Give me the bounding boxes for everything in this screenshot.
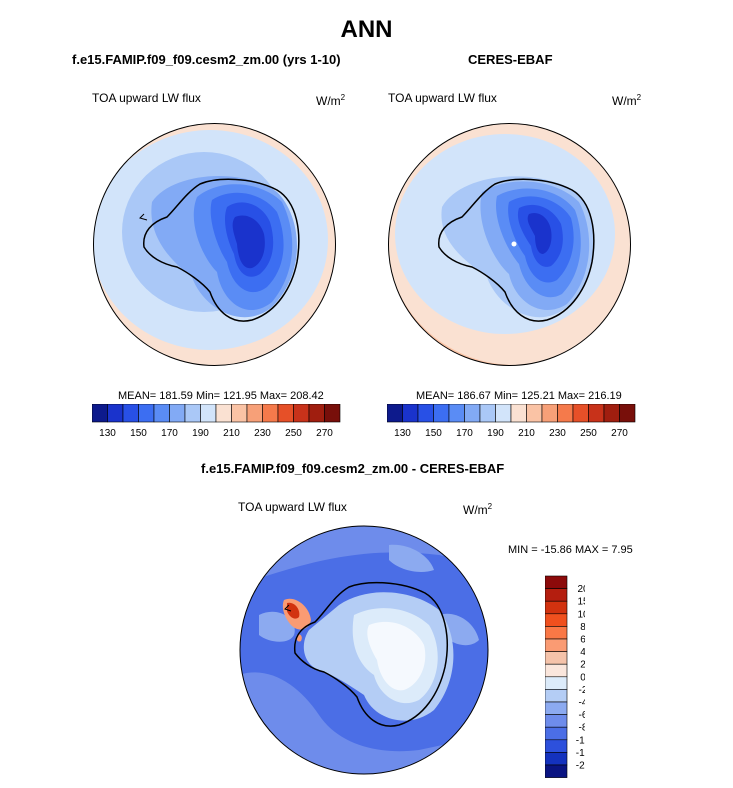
panel1-colorbar-tick-label: 210 (223, 428, 240, 439)
panel2-stats: MEAN= 186.67 Min= 125.21 Max= 216.19 (416, 390, 622, 402)
diff-colorbar-swatch (545, 575, 568, 589)
panel2-colorbar-swatch (495, 404, 512, 423)
diff-colorbar-tick-label: 20 (577, 584, 585, 595)
panel1-colorbar-tick-label: 190 (192, 428, 209, 439)
diff-stats: MIN = -15.86 MAX = 7.95 (508, 544, 633, 556)
panel1-colorbar-swatch (92, 404, 108, 423)
panel1-colorbar-swatch (122, 404, 139, 423)
panel2-colorbar-tick-label: 150 (425, 428, 442, 439)
panel1-colorbar-tick-label: 250 (285, 428, 302, 439)
panel1-colorbar-swatch (324, 404, 341, 423)
diff-colorbar-swatch (545, 726, 568, 741)
panel2-colorbar-tick-label: 270 (611, 428, 628, 439)
diff-colorbar-swatch (545, 701, 568, 715)
diff-colorbar: 20 1510 8 64 20 -2 -4-6 -8-10 -15 -20 (545, 575, 585, 778)
panel1-colorbar-swatch (169, 404, 186, 423)
panel2-colorbar: 130 150 170 190 210 230 250 270 (387, 404, 636, 439)
diff-colorbar-tick-label: 10 (577, 609, 585, 620)
diff-colorbar-swatch (545, 638, 568, 652)
panel2-colorbar-swatch (387, 404, 403, 423)
panel2-colorbar-swatch (557, 404, 574, 423)
panel2-colorbar-swatch (619, 404, 636, 423)
panel1-colorbar-swatch (138, 404, 155, 423)
panel1-colorbar: 130 150 170 190 210 230 250 270 (92, 404, 341, 439)
diff-panel-title: f.e15.FAMIP.f09_f09.cesm2_zm.00 - CERES-… (201, 461, 505, 476)
panel1-colorbar-tick-label: 150 (130, 428, 147, 439)
diff-colorbar-swatch (545, 588, 568, 602)
diff-colorbar-tick-label: -20 (576, 761, 585, 772)
panel1-colorbar-swatch (215, 404, 232, 423)
panel1-variable-label: TOA upward LW flux (92, 91, 201, 105)
panel2-colorbar-swatch (510, 404, 527, 423)
model-map (93, 123, 336, 366)
panel1-colorbar-swatch (262, 404, 279, 423)
difference-map (239, 525, 489, 775)
diff-colorbar-swatch (545, 739, 568, 753)
diff-colorbar-tick-label: -2 (579, 685, 585, 696)
panel1-colorbar-swatch (308, 404, 325, 423)
panel2-colorbar-swatch (433, 404, 450, 423)
panel2-colorbar-tick-label: 230 (549, 428, 566, 439)
panel2-colorbar-swatch (541, 404, 558, 423)
diff-colorbar-swatch (545, 714, 568, 728)
panel1-units: W/m2 (316, 93, 346, 108)
panel2-colorbar-tick-label: 170 (456, 428, 473, 439)
obs-map (388, 123, 631, 366)
diff-colorbar-swatch (545, 676, 568, 690)
right-panel-title: CERES-EBAF (468, 52, 553, 67)
panel1-colorbar-tick-label: 270 (316, 428, 333, 439)
panel2-colorbar-tick-label: 250 (580, 428, 597, 439)
panel1-colorbar-tick-label: 130 (99, 428, 116, 439)
diff-colorbar-swatch (545, 764, 568, 778)
diff-colorbar-swatch (545, 752, 568, 766)
panel2-colorbar-tick-label: 210 (518, 428, 535, 439)
diff-colorbar-tick-label: 4 (580, 647, 585, 658)
diff-colorbar-swatch (545, 651, 568, 665)
panel1-colorbar-swatch (200, 404, 217, 423)
diff-colorbar-tick-label: -4 (579, 698, 585, 709)
diff-colorbar-tick-label: -8 (579, 723, 585, 734)
diff-colorbar-swatch (545, 613, 568, 627)
panel1-colorbar-swatch (293, 404, 310, 423)
panel1-colorbar-swatch (231, 404, 248, 423)
panel1-colorbar-swatch (153, 404, 170, 423)
panel1-colorbar-swatch (277, 404, 294, 423)
diff-colorbar-tick-label: 2 (580, 660, 585, 671)
panel2-units: W/m2 (612, 93, 642, 108)
panel2-colorbar-swatch (526, 404, 543, 423)
panel1-stats: MEAN= 181.59 Min= 121.95 Max= 208.42 (118, 390, 324, 402)
panel2-colorbar-swatch (479, 404, 496, 423)
panel2-colorbar-swatch (464, 404, 481, 423)
diff-units: W/m2 (463, 502, 493, 517)
diff-colorbar-swatch (545, 600, 568, 615)
panel2-colorbar-tick-label: 130 (394, 428, 411, 439)
panel2-colorbar-swatch (588, 404, 605, 423)
panel1-colorbar-tick-label: 230 (254, 428, 271, 439)
panel1-colorbar-swatch (107, 404, 124, 423)
diff-colorbar-swatch (545, 663, 568, 678)
panel2-colorbar-swatch (402, 404, 419, 423)
panel2-colorbar-swatch (572, 404, 589, 423)
left-panel-title: f.e15.FAMIP.f09_f09.cesm2_zm.00 (yrs 1-1… (72, 52, 341, 67)
diff-colorbar-tick-label: 6 (580, 635, 585, 646)
diff-colorbar-swatch (545, 689, 568, 703)
panel2-variable-label: TOA upward LW flux (388, 91, 497, 105)
figure-title: ANN (340, 16, 393, 43)
diff-colorbar-swatch (545, 626, 568, 640)
diff-colorbar-tick-label: -10 (576, 735, 585, 746)
panel2-colorbar-swatch (448, 404, 465, 423)
diff-colorbar-tick-label: -6 (579, 710, 585, 721)
diff-colorbar-tick-label: 15 (577, 597, 585, 608)
panel1-colorbar-swatch (184, 404, 201, 423)
panel2-colorbar-tick-label: 190 (487, 428, 504, 439)
panel2-colorbar-swatch (603, 404, 620, 423)
diff-colorbar-tick-label: 8 (580, 622, 585, 633)
panel1-colorbar-swatch (246, 404, 263, 423)
panel1-colorbar-tick-label: 170 (161, 428, 178, 439)
diff-colorbar-tick-label: -15 (576, 748, 585, 759)
panel2-colorbar-swatch (417, 404, 434, 423)
diff-variable-label: TOA upward LW flux (238, 500, 347, 514)
diff-colorbar-tick-label: 0 (580, 672, 585, 683)
